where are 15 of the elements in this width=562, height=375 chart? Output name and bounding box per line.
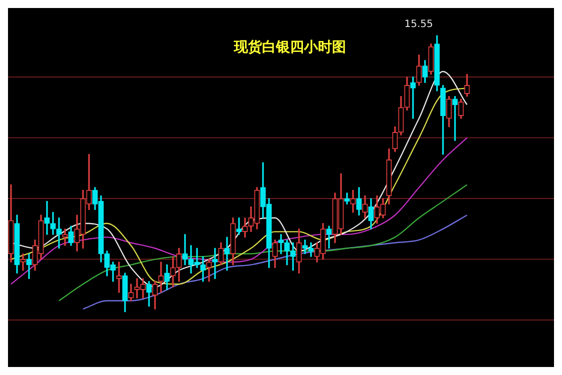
candlestick [56,218,62,249]
candlestick [26,253,32,279]
candlestick [212,248,218,279]
chart-title: 现货白银四小时图 [233,40,346,56]
candlestick [158,262,164,293]
candlestick [116,262,122,293]
candlestick [410,76,416,119]
candlestick [236,218,242,235]
candlestick [44,200,50,235]
candlestick [62,228,68,246]
text: 15.55 [404,19,433,30]
candlestick [452,96,458,141]
candlestick [290,242,296,271]
candlestick [224,236,230,271]
candlestick [20,253,26,271]
